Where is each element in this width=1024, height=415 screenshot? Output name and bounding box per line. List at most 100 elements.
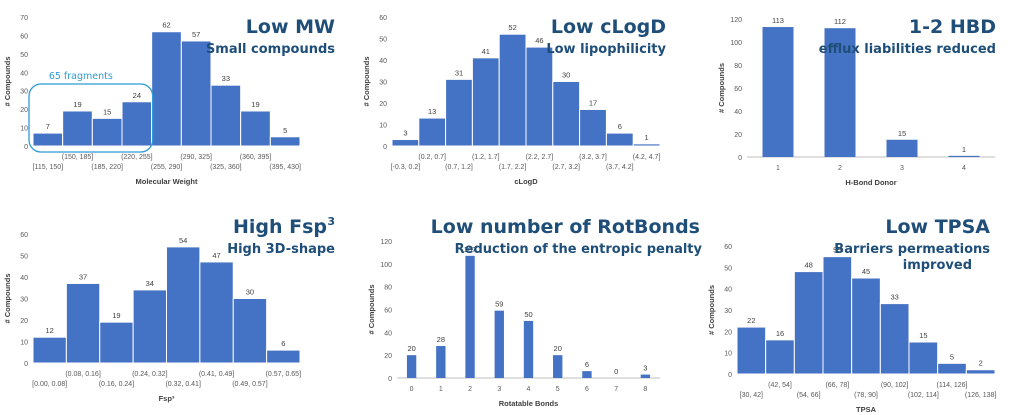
bar	[552, 81, 581, 147]
data-label: 31	[455, 68, 463, 77]
bar	[210, 84, 242, 147]
x-tick-label: 4	[962, 165, 966, 172]
data-label: 19	[73, 100, 81, 109]
data-label: 55	[833, 246, 841, 255]
x-tick-label: (78, 90]	[854, 392, 878, 399]
y-tick-label: 30	[379, 80, 387, 87]
bar	[240, 110, 271, 147]
data-label: 52	[508, 23, 516, 32]
data-label: 5	[283, 126, 287, 135]
data-label: 6	[618, 122, 622, 131]
y-tick-label: 40	[384, 330, 392, 337]
bar	[391, 139, 420, 147]
y-tick-label: 100	[730, 40, 742, 47]
x-tick-label: [0.00, 0.08]	[32, 381, 67, 388]
x-tick-label: (0.16, 0.24]	[99, 381, 134, 388]
bar	[765, 339, 795, 375]
data-label: 1	[962, 145, 966, 154]
x-tick-label: 3	[900, 165, 904, 172]
data-label: 107	[464, 245, 477, 254]
data-label: 45	[862, 267, 870, 276]
y-tick-label: 20	[724, 329, 732, 336]
bar	[151, 31, 182, 147]
data-label: 59	[495, 300, 503, 309]
x-tick-label: (0.41, 0.49]	[199, 371, 234, 378]
x-tick-label: (3.7, 4.2]	[606, 164, 634, 171]
x-tick-label: [-0.3, 0.2]	[391, 164, 421, 171]
data-label: 15	[103, 107, 111, 116]
bar	[91, 117, 123, 147]
chart-heading: Low MW	[246, 16, 335, 38]
x-tick-label: (185, 220]	[91, 164, 123, 171]
data-label: 15	[919, 331, 927, 340]
x-tick-label: (0.08, 0.16]	[65, 371, 100, 378]
bar	[582, 371, 592, 378]
bar	[793, 271, 824, 375]
fragments-highlight-label: 65 fragments	[49, 71, 113, 82]
x-tick-label: (325, 360]	[210, 164, 242, 171]
data-label: 17	[589, 98, 597, 107]
bar	[908, 341, 939, 375]
x-tick-label: 7	[614, 386, 618, 393]
bar	[937, 362, 967, 375]
bar	[822, 256, 853, 375]
x-tick-label: (255, 290]	[151, 164, 183, 171]
y-tick-label: 30	[20, 89, 28, 96]
bar	[736, 326, 767, 375]
bar	[232, 298, 268, 364]
chart-subheading: Small compounds	[206, 42, 335, 57]
y-tick-label: 10	[20, 126, 28, 133]
y-axis-title: # Compounds	[3, 274, 12, 324]
bar	[640, 374, 651, 378]
x-tick-label: (102, 114]	[908, 392, 939, 399]
x-tick-label: (150, 185]	[62, 154, 94, 161]
bar	[553, 355, 563, 378]
bar	[436, 346, 446, 378]
bar	[948, 155, 980, 157]
y-tick-label: 40	[20, 275, 28, 282]
x-tick-label: (0.49, 0.57]	[232, 381, 267, 388]
y-tick-label: 60	[734, 86, 742, 93]
y-tick-label: 60	[20, 33, 28, 40]
x-tick-label: 2	[468, 386, 472, 393]
chart-subheading: High 3D-shape	[227, 242, 335, 257]
x-tick-label: (0.7, 1.2]	[445, 164, 473, 171]
y-tick-label: 0	[728, 372, 732, 379]
data-label: 6	[281, 339, 285, 348]
data-label: 3	[403, 129, 407, 138]
x-tick-label: (0.2, 0.7]	[418, 154, 446, 161]
data-label: 28	[437, 335, 445, 344]
x-tick-label: (126, 138]	[965, 392, 997, 399]
data-label: 46	[535, 36, 543, 45]
bar	[32, 336, 67, 364]
x-tick-label: (0.32, 0.41]	[165, 381, 200, 388]
y-tick-label: 20	[379, 101, 387, 108]
data-label: 7	[46, 122, 50, 131]
x-tick-label: 6	[585, 386, 589, 393]
x-axis-title: Molecular Weight	[136, 177, 198, 186]
y-tick-label: 70	[20, 15, 28, 22]
x-tick-label: (220, 255]	[121, 154, 153, 161]
data-label: 33	[222, 74, 230, 83]
y-tick-label: 80	[384, 285, 392, 292]
data-label: 47	[212, 251, 220, 260]
x-tick-label: (66, 78]	[825, 382, 849, 389]
y-tick-label: 10	[20, 340, 28, 347]
bar	[471, 57, 500, 147]
x-tick-label: [115, 150]	[33, 164, 64, 171]
data-label: 22	[747, 316, 755, 325]
x-tick-label: 0	[410, 386, 414, 393]
data-label: 5	[950, 352, 954, 361]
bar	[269, 136, 301, 147]
x-axis-title: TPSA	[856, 405, 877, 414]
data-label: 20	[554, 344, 562, 353]
data-label: 34	[146, 279, 154, 288]
bar	[762, 27, 794, 157]
data-label: 2	[979, 359, 983, 368]
data-label: 16	[776, 329, 784, 338]
y-tick-label: 120	[380, 239, 392, 246]
data-label: 41	[482, 47, 490, 56]
data-label: 57	[192, 30, 200, 39]
